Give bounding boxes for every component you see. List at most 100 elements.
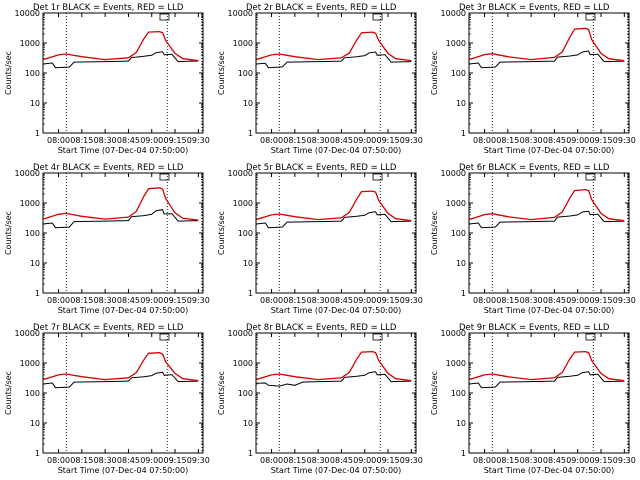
det3-ylabel: Counts/sec — [430, 51, 439, 95]
det3-xtick-label: 08:45 — [543, 136, 566, 145]
det5-xtick-label: 09:00 — [353, 296, 376, 305]
det8-ytick-label: 100 — [238, 389, 253, 398]
det9-xlabel: Start Time (07-Dec-04 07:50:00) — [484, 466, 615, 475]
det2-xtick-label: 09:30 — [400, 136, 423, 145]
det6-xtick-label: 08:45 — [543, 296, 566, 305]
det4-ytick-label: 100 — [25, 229, 40, 238]
det8-xtick-label: 08:30 — [307, 456, 330, 465]
det7-ylabel: Counts/sec — [4, 371, 13, 415]
det4-frame — [42, 172, 204, 294]
det3-xtick-label: 09:30 — [613, 136, 636, 145]
det7-ytick-label: 1 — [35, 449, 40, 458]
det4-xlabel: Start Time (07-Dec-04 07:50:00) — [58, 306, 189, 315]
det2-xtick-label: 08:15 — [283, 136, 306, 145]
det6-lld-line — [468, 188, 625, 222]
det4-xtick-label: 09:00 — [140, 296, 163, 305]
det2-xtick-label: 08:00 — [260, 136, 283, 145]
det7-title: Det 7r BLACK = Events, RED = LLD — [33, 323, 184, 333]
det6-xtick-label: 08:30 — [520, 296, 543, 305]
det3-lld-line — [468, 27, 625, 62]
det3-title: Det 3r BLACK = Events, RED = LLD — [459, 3, 610, 13]
det6-xtick-label: 09:15 — [590, 296, 613, 305]
det8-ytick-label: 10 — [243, 419, 253, 428]
det1-xtick-label: 09:30 — [187, 136, 210, 145]
det9-events-line — [468, 371, 625, 389]
det1-title: Det 1r BLACK = Events, RED = LLD — [33, 3, 184, 13]
det1-xtick-label: 08:15 — [70, 136, 93, 145]
det9-ytick-label: 10 — [456, 419, 466, 428]
det8-lld-line — [255, 350, 412, 382]
det5-events-line — [255, 211, 412, 229]
det8-title: Det 8r BLACK = Events, RED = LLD — [246, 323, 397, 333]
det3-xtick-label: 09:00 — [566, 136, 589, 145]
det7-xtick-label: 08:15 — [70, 456, 93, 465]
det5-ytick-label: 1000 — [233, 199, 253, 208]
det9-ytick-label: 1000 — [446, 359, 466, 368]
det9-xtick-label: 09:15 — [590, 456, 613, 465]
det7-xtick-label: 08:45 — [117, 456, 140, 465]
det5-xtick-label: 08:30 — [307, 296, 330, 305]
det5-xtick-label: 08:45 — [330, 296, 353, 305]
det5-xtick-label: 09:15 — [377, 296, 400, 305]
det7-xlabel: Start Time (07-Dec-04 07:50:00) — [58, 466, 189, 475]
det9-title: Det 9r BLACK = Events, RED = LLD — [459, 323, 610, 333]
det1-xtick-label: 08:45 — [117, 136, 140, 145]
det8-xtick-label: 08:45 — [330, 456, 353, 465]
det7-ytick-label: 10000 — [15, 329, 40, 338]
det1-xtick-label: 09:15 — [164, 136, 187, 145]
det9-legend-box — [585, 333, 596, 341]
det4-events-line — [42, 209, 199, 229]
det8-ytick-label: 10000 — [228, 329, 253, 338]
det4-lld-line — [42, 187, 199, 221]
det6-xtick-label: 08:00 — [473, 296, 496, 305]
det2-xtick-label: 09:00 — [353, 136, 376, 145]
det9-ylabel: Counts/sec — [430, 371, 439, 415]
det6-ytick-label: 100 — [451, 229, 466, 238]
det5-ytick-label: 10000 — [228, 169, 253, 178]
det9-xtick-label: 09:00 — [566, 456, 589, 465]
det4-xtick-label: 08:30 — [94, 296, 117, 305]
det6-frame — [468, 172, 630, 294]
det1-ylabel: Counts/sec — [4, 51, 13, 95]
det6-title: Det 6r BLACK = Events, RED = LLD — [459, 163, 610, 173]
det5-legend-box — [372, 173, 383, 181]
det3-xlabel: Start Time (07-Dec-04 07:50:00) — [484, 146, 615, 155]
det8-ytick-label: 1000 — [233, 359, 253, 368]
det1-xtick-label: 08:30 — [94, 136, 117, 145]
det2-lld-line — [255, 31, 412, 62]
det9-xtick-label: 08:30 — [520, 456, 543, 465]
det3-legend-box — [585, 13, 596, 21]
det2-title: Det 2r BLACK = Events, RED = LLD — [246, 3, 397, 13]
det4-ytick-label: 1000 — [20, 199, 40, 208]
det2-xtick-label: 09:15 — [377, 136, 400, 145]
det4-ytick-label: 1 — [35, 289, 40, 298]
det4-ytick-label: 10000 — [15, 169, 40, 178]
det5-xtick-label: 09:30 — [400, 296, 423, 305]
det3-ytick-label: 1 — [461, 129, 466, 138]
det5-xlabel: Start Time (07-Dec-04 07:50:00) — [271, 306, 402, 315]
det8-xtick-label: 09:30 — [400, 456, 423, 465]
det7-frame — [42, 332, 204, 454]
det3-xtick-label: 08:15 — [496, 136, 519, 145]
det1-frame — [42, 12, 204, 134]
det9-ytick-label: 100 — [451, 389, 466, 398]
det2-legend-box — [372, 13, 383, 21]
det4-xtick-label: 09:30 — [187, 296, 210, 305]
det1-ytick-label: 10 — [30, 99, 40, 108]
det9-frame — [468, 332, 630, 454]
det1-ytick-label: 1 — [35, 129, 40, 138]
det9-xtick-label: 08:15 — [496, 456, 519, 465]
det2-xtick-label: 08:30 — [307, 136, 330, 145]
det4-xtick-label: 09:15 — [164, 296, 187, 305]
det5-frame — [255, 172, 417, 294]
det8-events-line — [255, 371, 412, 387]
det8-ytick-label: 1 — [248, 449, 253, 458]
det2-events-line — [255, 51, 412, 69]
det5-ytick-label: 10 — [243, 259, 253, 268]
det3-ytick-label: 10000 — [441, 9, 466, 18]
det7-ytick-label: 1000 — [20, 359, 40, 368]
det4-title: Det 4r BLACK = Events, RED = LLD — [33, 163, 184, 173]
det6-legend-box — [585, 173, 596, 181]
